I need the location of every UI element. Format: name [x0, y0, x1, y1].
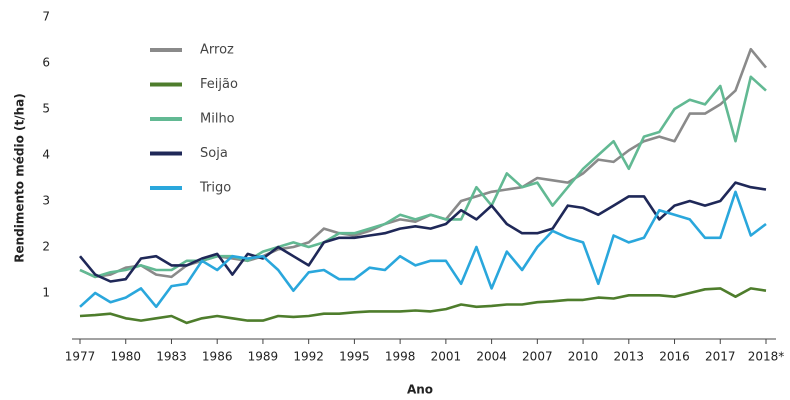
x-tick-label: 2001 [431, 350, 462, 364]
y-tick-label: 6 [42, 56, 50, 70]
y-tick-label: 3 [42, 194, 50, 208]
y-tick-label: 7 [42, 10, 50, 24]
legend-label: Milho [200, 112, 235, 127]
x-tick-label: 2017 [705, 350, 736, 364]
series-line [78, 181, 767, 283]
x-tick-label: 2016 [659, 350, 690, 364]
y-tick-label: 1 [42, 286, 50, 300]
y-axis-title: Rendimento médio (t/ha) [13, 93, 27, 262]
x-tick-label: 2010 [568, 350, 599, 364]
x-tick-label: 2007 [522, 350, 553, 364]
x-tick-label: 1998 [385, 350, 416, 364]
y-tick-label: 2 [42, 240, 50, 254]
x-tick-label: 1983 [156, 350, 187, 364]
x-tick-label: 1977 [65, 350, 96, 364]
legend-label: Soja [200, 146, 228, 161]
series-line [79, 75, 767, 279]
x-tick-label: 1980 [110, 350, 141, 364]
x-tick-label: 2013 [614, 350, 645, 364]
x-tick-label: 2004 [476, 350, 507, 364]
x-axis-title: Ano [407, 383, 433, 397]
x-tick-label: 1992 [293, 350, 324, 364]
series-line [79, 47, 768, 279]
x-tick-label: 1989 [248, 350, 279, 364]
x-tick-label: 1986 [202, 350, 233, 364]
series-line [79, 190, 767, 309]
y-tick-label: 4 [42, 148, 50, 162]
legend-label: Feijão [200, 77, 238, 92]
x-tick-label: 2018* [748, 350, 785, 364]
y-tick-label: 5 [42, 102, 50, 116]
legend-label: Arroz [200, 43, 234, 58]
x-tick-label: 1995 [339, 350, 370, 364]
legend-label: Trigo [199, 181, 231, 196]
series-line [79, 287, 767, 325]
